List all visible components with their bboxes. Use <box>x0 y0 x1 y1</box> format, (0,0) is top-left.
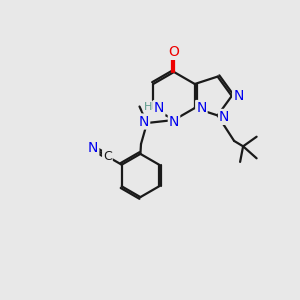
Text: N: N <box>154 101 164 115</box>
Text: C: C <box>103 150 112 163</box>
Text: N: N <box>169 115 179 128</box>
Text: N: N <box>196 101 207 115</box>
Text: H: H <box>144 101 152 112</box>
Text: O: O <box>169 45 179 59</box>
Text: N: N <box>219 110 230 124</box>
Text: N: N <box>88 141 98 155</box>
Text: N: N <box>233 89 244 103</box>
Text: N: N <box>139 115 149 128</box>
